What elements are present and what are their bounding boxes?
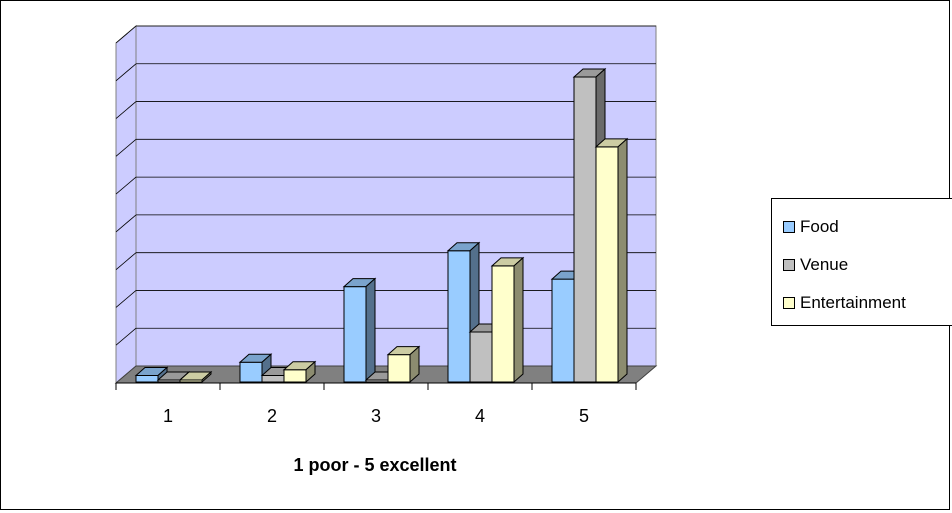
legend-swatch xyxy=(783,297,795,309)
side-wall xyxy=(115,24,137,385)
gridline-side xyxy=(115,139,137,157)
legend-label: Food xyxy=(800,217,839,236)
bar-front xyxy=(447,250,471,383)
gridline-side xyxy=(115,214,137,233)
x-tick-label: 4 xyxy=(475,406,485,426)
bar-front xyxy=(491,265,515,383)
bars xyxy=(134,67,629,384)
bar-side xyxy=(201,370,212,384)
legend-item-entertainment: Entertainment xyxy=(772,291,906,315)
x-tick-label: 1 xyxy=(163,406,173,426)
legend-item-food: Food xyxy=(772,215,839,239)
bar-side xyxy=(365,277,376,384)
bar-entertainment-2 xyxy=(282,360,317,384)
bar-front xyxy=(239,361,263,383)
bar-front xyxy=(595,146,619,383)
x-tick-label: 3 xyxy=(371,406,381,426)
bar-front xyxy=(573,76,597,383)
bar-side xyxy=(305,360,316,384)
legend-label: Venue xyxy=(800,255,849,274)
legend-swatch xyxy=(783,259,795,271)
bar-side xyxy=(617,137,628,384)
bar-front xyxy=(283,369,307,383)
gridline-side xyxy=(115,101,137,119)
gridline-side xyxy=(115,327,137,346)
x-tick-label: 2 xyxy=(267,406,277,426)
bar-front xyxy=(261,374,285,383)
legend-label: Entertainment xyxy=(800,293,906,312)
bar-front xyxy=(343,286,367,383)
bar-front xyxy=(135,374,159,383)
bar-entertainment-4 xyxy=(490,256,525,384)
bar-front xyxy=(387,354,411,383)
bar-side xyxy=(409,345,420,384)
legend-swatch xyxy=(783,221,795,233)
gridline-side xyxy=(115,25,137,44)
x-tick-label: 5 xyxy=(579,406,589,426)
bar-front xyxy=(551,278,575,383)
legend-item-venue: Venue xyxy=(772,253,848,277)
gridline-side xyxy=(115,290,137,308)
bar-food-3 xyxy=(342,277,377,384)
legend: Food Venue Entertainment xyxy=(771,198,952,326)
bar-side xyxy=(513,256,524,384)
bar-entertainment-3 xyxy=(386,345,421,384)
x-axis-title: 1 poor - 5 excellent xyxy=(293,455,456,475)
gridline-side xyxy=(115,63,137,82)
gridline-side xyxy=(115,252,137,270)
bar-entertainment-5 xyxy=(594,137,629,384)
x-axis: 1 2 3 4 5 xyxy=(115,382,637,426)
gridline-side xyxy=(115,176,137,195)
bar-entertainment-1 xyxy=(178,370,213,384)
bar-front xyxy=(469,331,493,383)
